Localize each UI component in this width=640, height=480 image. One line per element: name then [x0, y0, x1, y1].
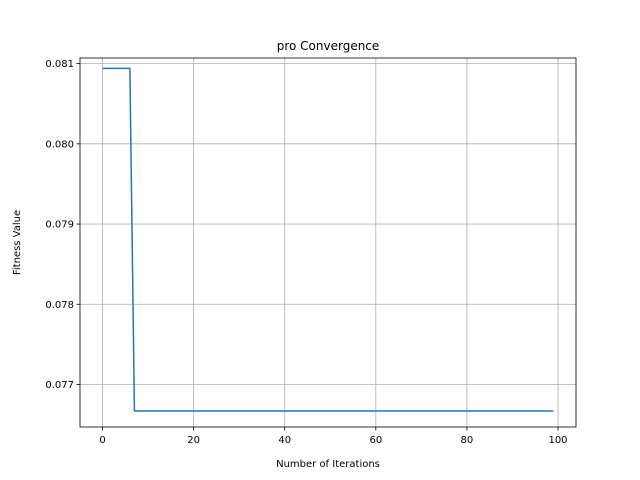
x-tick-label: 100 [548, 435, 567, 446]
grid-lines [80, 58, 576, 427]
y-tick-label: 0.080 [45, 139, 74, 150]
x-tick-label: 0 [99, 435, 105, 446]
series-layer [102, 67, 554, 412]
y-axis-title: Fitness Value [12, 210, 23, 275]
y-tick-label: 0.079 [45, 220, 74, 231]
x-tick-label: 40 [278, 435, 291, 446]
y-axis-ticks: 0.077 0.078 0.079 0.080 0.081 [45, 59, 80, 391]
x-axis-title: Number of Iterations [276, 459, 380, 470]
plot-frame [79, 57, 577, 428]
x-tick-label: 20 [187, 435, 200, 446]
x-tick-label: 60 [369, 435, 382, 446]
x-axis-ticks: 0 20 40 60 80 100 [99, 427, 568, 446]
y-tick-label: 0.077 [45, 380, 74, 391]
y-tick-label: 0.081 [45, 59, 74, 70]
chart-title: pro Convergence [277, 39, 380, 53]
y-tick-label: 0.078 [45, 300, 74, 311]
x-tick-label: 80 [461, 435, 474, 446]
series-line [102, 67, 554, 412]
